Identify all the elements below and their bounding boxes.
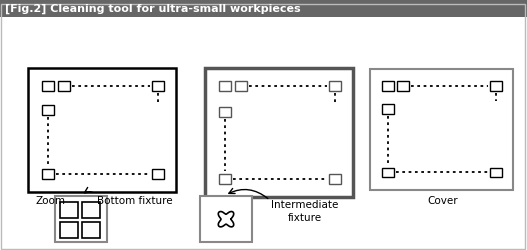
Text: [Fig.2] Cleaning tool for ultra-small workpieces: [Fig.2] Cleaning tool for ultra-small wo… (5, 3, 300, 14)
Bar (329, 174, 341, 184)
Bar (58, 81, 70, 91)
Bar (42, 81, 54, 91)
Bar (490, 168, 502, 177)
Bar (382, 168, 394, 177)
Bar (382, 81, 394, 91)
Bar (370, 69, 513, 190)
Bar (152, 81, 164, 91)
Bar (219, 107, 231, 117)
Bar (152, 170, 164, 179)
Bar (82, 222, 100, 238)
Circle shape (210, 203, 229, 223)
Bar (42, 170, 54, 179)
Bar (60, 202, 77, 218)
Text: Zoom: Zoom (35, 196, 65, 206)
Bar (235, 81, 247, 91)
Text: Cover: Cover (428, 196, 458, 206)
Text: Intermediate
fixture: Intermediate fixture (271, 200, 339, 223)
Circle shape (222, 216, 242, 236)
Bar (42, 105, 54, 115)
Bar (490, 81, 502, 91)
Circle shape (222, 203, 242, 223)
Bar (60, 222, 77, 238)
Bar (329, 81, 341, 91)
Text: Bottom fixture: Bottom fixture (97, 196, 173, 206)
Circle shape (210, 216, 229, 236)
Bar (82, 202, 100, 218)
Bar (219, 174, 231, 184)
Bar (219, 81, 231, 91)
Bar (200, 196, 252, 242)
Bar (397, 81, 409, 91)
Bar (205, 68, 353, 197)
Bar (0, 0, 527, 18)
Bar (55, 196, 107, 242)
Bar (28, 68, 176, 192)
Bar (382, 104, 394, 114)
